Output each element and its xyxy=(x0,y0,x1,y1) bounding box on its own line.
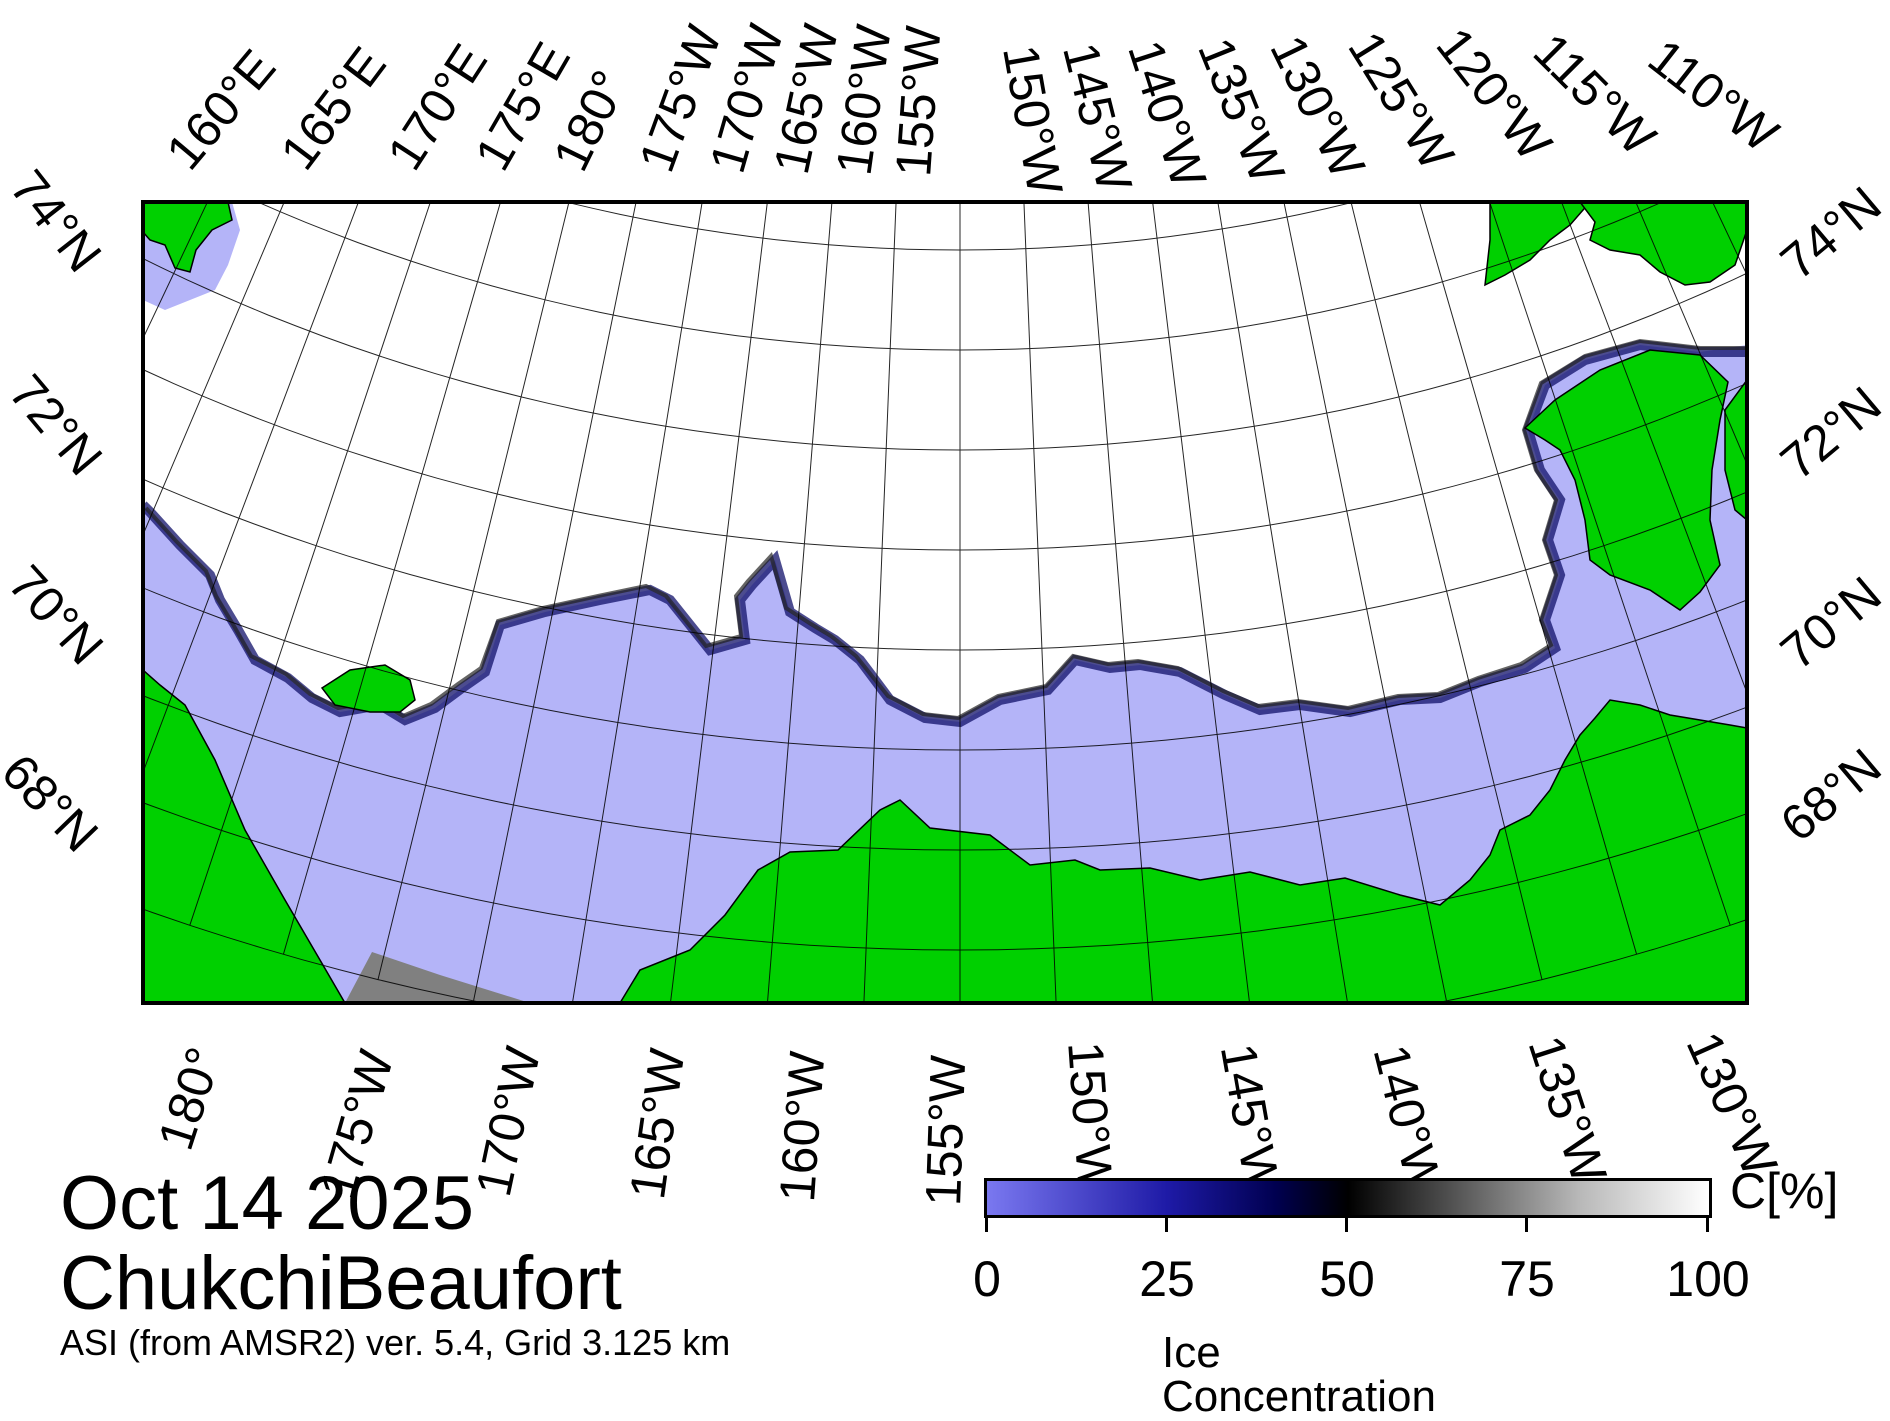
colorbar-tick xyxy=(1165,1216,1168,1232)
colorbar-tick xyxy=(1706,1216,1709,1232)
colorbar-tick xyxy=(1345,1216,1348,1232)
colorbar-label: 50 xyxy=(1319,1254,1375,1304)
region-name: ChukchiBeaufort xyxy=(60,1246,622,1322)
colorbar-label: 25 xyxy=(1139,1254,1195,1304)
map-date: Oct 14 2025 xyxy=(60,1166,474,1242)
colorbar xyxy=(984,1178,1712,1218)
colorbar-unit: C[%] xyxy=(1730,1166,1838,1216)
colorbar-label: 100 xyxy=(1666,1254,1749,1304)
colorbar-label: 0 xyxy=(973,1254,1001,1304)
colorbar-tick xyxy=(985,1216,988,1232)
bottom-lon-label: 155°W xyxy=(918,1054,973,1206)
colorbar-label: 75 xyxy=(1499,1254,1555,1304)
data-source: ASI (from AMSR2) ver. 5.4, Grid 3.125 km xyxy=(60,1325,730,1361)
colorbar-title: Ice Concentration xyxy=(1162,1331,1436,1419)
colorbar-tick xyxy=(1525,1216,1528,1232)
bottom-lon-label: 160°W xyxy=(772,1050,832,1204)
top-lon-label: 155°W xyxy=(888,24,948,178)
bottom-lon-label: 150°W xyxy=(1060,1040,1120,1194)
